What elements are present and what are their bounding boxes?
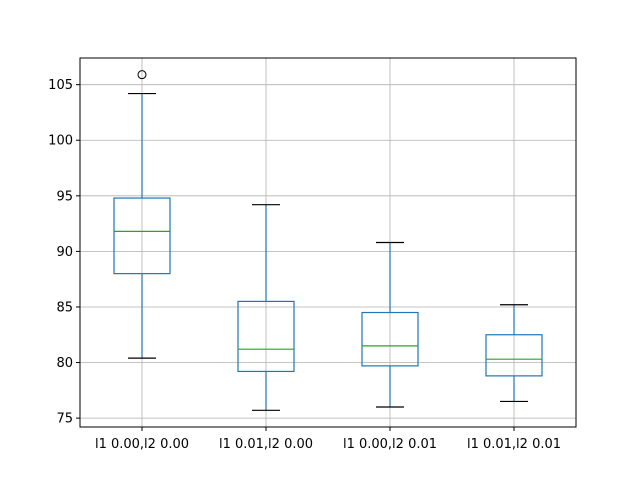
- y-tick-label: 80: [56, 356, 73, 371]
- y-tick-label: 90: [56, 245, 73, 260]
- box-iqr: [237, 300, 295, 373]
- y-tick-label: 105: [48, 78, 73, 93]
- y-tick-label: 85: [56, 300, 73, 315]
- x-tick-label: l1 0.01,l2 0.00: [219, 437, 313, 452]
- box-iqr: [361, 311, 419, 367]
- box-iqr: [485, 334, 543, 377]
- x-tick-label: l1 0.00,l2 0.00: [95, 437, 189, 452]
- x-tick-label: l1 0.00,l2 0.01: [343, 437, 437, 452]
- y-tick-label: 75: [56, 412, 73, 427]
- outlier-point: [137, 70, 147, 80]
- x-tick-label: l1 0.01,l2 0.01: [467, 437, 561, 452]
- box-iqr: [113, 197, 171, 275]
- axis-ticks: 75 80 85 90 95 100 105 l1 0.00,l2 0.00 l1 0.01,l…: [48, 78, 561, 452]
- y-tick-label: 95: [56, 189, 73, 204]
- y-tick-label: 100: [48, 134, 73, 149]
- boxes-layer: [113, 70, 543, 411]
- plot-frame: [79, 57, 577, 428]
